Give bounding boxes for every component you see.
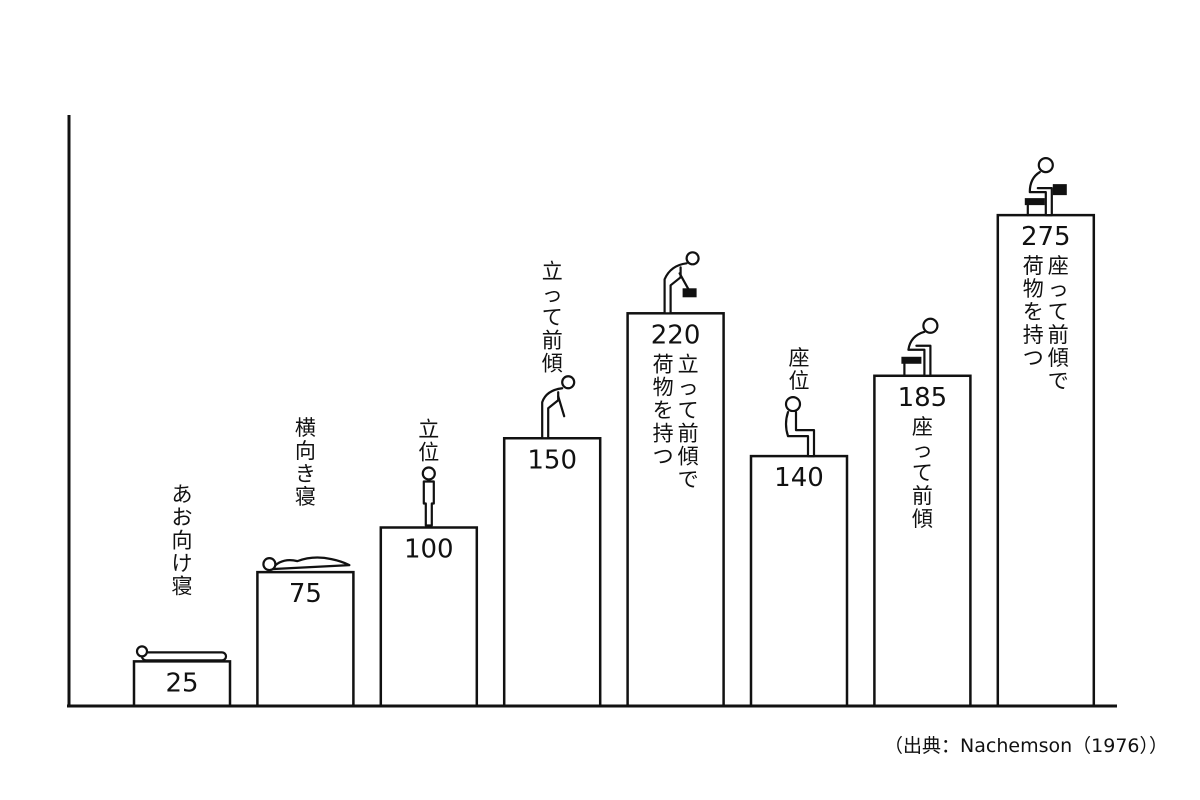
bar-group: 150 (502, 375, 602, 708)
bar (379, 526, 479, 708)
bar (502, 437, 602, 708)
lying-supine-icon (135, 645, 228, 662)
category-label: 立位 (418, 418, 439, 465)
bar (256, 570, 355, 708)
category-label-text: 座って前傾 (912, 415, 933, 531)
standing-icon (421, 466, 436, 527)
category-label-text: 座位 (789, 346, 810, 393)
sitting-bent-icon (901, 317, 939, 377)
lying-side-icon (262, 556, 351, 572)
category-label-text: あお向け寝 (172, 482, 193, 598)
category-label-text: 座って前傾で (1048, 254, 1069, 393)
sitting-bent-lifting-icon (1024, 157, 1067, 217)
bar (626, 312, 725, 708)
category-label-text: 立位 (418, 418, 439, 465)
category-label: 座って前傾 (912, 415, 933, 531)
bar-group: 75 (256, 556, 355, 708)
category-label-text: 荷物を持つ (1023, 254, 1044, 370)
category-label-text: 立って前傾 (542, 259, 563, 375)
category-label: 横向き寝 (295, 416, 316, 509)
value-label: 140 (774, 463, 824, 493)
value-label: 75 (289, 579, 322, 609)
category-label: あお向け寝 (172, 482, 193, 598)
value-label: 275 (1021, 222, 1071, 252)
bar-group: 220 (626, 251, 725, 708)
sitting-icon (784, 396, 816, 458)
value-label: 220 (651, 320, 701, 350)
bar-group: 185 (873, 317, 972, 708)
source-citation: （出典：Nachemson（1976）） (884, 735, 1168, 757)
bar (996, 213, 1096, 708)
category-label: 立って前傾 (542, 259, 563, 375)
bar-group: 140 (749, 396, 849, 708)
bar-group: 25 (132, 645, 232, 708)
category-label: 座位 (789, 346, 810, 393)
bar-group: 100 (379, 466, 479, 708)
standing-bent-icon (541, 375, 576, 440)
value-label: 185 (898, 383, 948, 413)
standing-bent-lifting-icon (663, 251, 700, 315)
bar-group: 275 (996, 157, 1096, 708)
category-label-text: 立って前傾で (678, 352, 699, 491)
category-label-text: 横向き寝 (295, 416, 316, 509)
category-label-text: 荷物を持つ (653, 352, 674, 468)
bar (749, 454, 849, 708)
value-label: 100 (404, 535, 454, 565)
value-label: 150 (527, 445, 577, 475)
value-label: 25 (165, 668, 198, 698)
